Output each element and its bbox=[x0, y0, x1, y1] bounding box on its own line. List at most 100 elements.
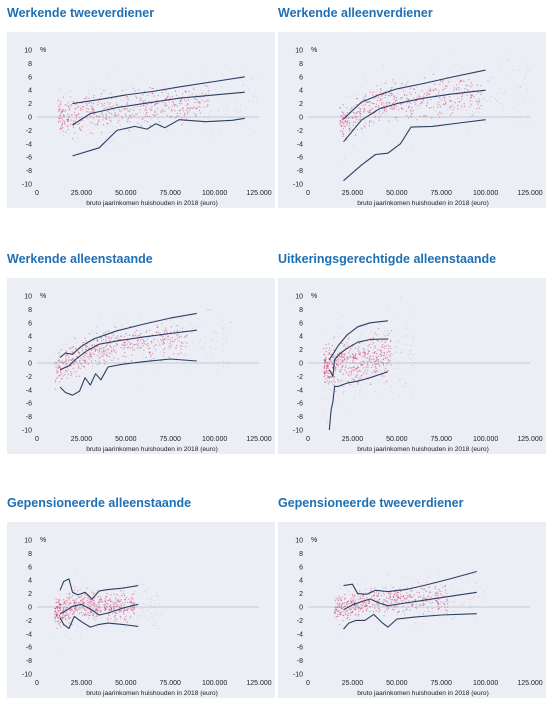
scatter-point bbox=[368, 374, 370, 376]
scatter-point bbox=[385, 380, 387, 383]
scatter-point bbox=[417, 125, 419, 127]
scatter-point bbox=[209, 137, 212, 139]
scatter-point bbox=[396, 593, 398, 595]
scatter-point bbox=[90, 102, 93, 104]
scatter-point bbox=[350, 371, 353, 374]
scatter-point bbox=[62, 110, 64, 113]
scatter-point bbox=[163, 338, 165, 341]
scatter-point bbox=[55, 615, 58, 617]
scatter-point bbox=[367, 345, 369, 347]
scatter-point bbox=[429, 90, 431, 92]
scatter-point bbox=[387, 101, 389, 103]
scatter-point bbox=[348, 371, 350, 373]
scatter-point bbox=[373, 348, 375, 350]
scatter-point bbox=[343, 356, 346, 358]
scatter-point bbox=[149, 347, 151, 349]
scatter-point bbox=[346, 609, 349, 611]
scatter-point bbox=[454, 101, 456, 104]
scatter-point bbox=[449, 108, 451, 110]
scatter-point bbox=[98, 115, 101, 117]
scatter-point bbox=[143, 590, 146, 592]
scatter-point bbox=[90, 598, 92, 601]
scatter-point bbox=[114, 113, 117, 115]
scatter-point bbox=[123, 608, 126, 610]
y-tick-label: 6 bbox=[299, 74, 303, 81]
scatter-point bbox=[113, 357, 115, 359]
scatter-point bbox=[111, 106, 113, 108]
scatter-point bbox=[68, 616, 70, 618]
scatter-point bbox=[460, 590, 462, 592]
scatter-point bbox=[125, 80, 127, 82]
scatter-point bbox=[343, 358, 346, 360]
scatter-point bbox=[352, 379, 355, 381]
scatter-point bbox=[75, 360, 77, 362]
scatter-point bbox=[353, 373, 355, 375]
scatter-point bbox=[137, 122, 139, 124]
scatter-point bbox=[423, 597, 426, 599]
scatter-point bbox=[67, 125, 69, 127]
scatter-point bbox=[205, 93, 207, 95]
scatter-point bbox=[407, 81, 409, 83]
scatter-point bbox=[378, 119, 380, 121]
scatter-point bbox=[328, 349, 330, 351]
scatter-point bbox=[144, 109, 146, 111]
scatter-point bbox=[445, 102, 447, 104]
scatter-point bbox=[391, 599, 394, 601]
scatter-point bbox=[384, 331, 386, 333]
scatter-point bbox=[84, 614, 86, 617]
scatter-point bbox=[347, 335, 350, 338]
scatter-point bbox=[123, 593, 125, 595]
scatter-point bbox=[463, 600, 465, 603]
scatter-point bbox=[72, 367, 74, 370]
scatter-point bbox=[366, 363, 369, 365]
scatter-point bbox=[63, 368, 65, 371]
scatter-point bbox=[104, 118, 107, 120]
scatter-point bbox=[59, 117, 61, 119]
scatter-point bbox=[149, 86, 151, 89]
scatter-point bbox=[96, 615, 98, 617]
scatter-point bbox=[391, 608, 393, 610]
scatter-point bbox=[376, 357, 378, 359]
scatter-point bbox=[368, 350, 371, 352]
y-tick-label: 4 bbox=[299, 334, 303, 341]
scatter-point bbox=[376, 359, 378, 361]
scatter-point bbox=[437, 608, 439, 610]
scatter-point bbox=[131, 335, 134, 337]
chart-panel-2: Werkende alleenstaande 10 8 6 4 2 0 -2 -4 -6 -8 -1… bbox=[5, 252, 277, 472]
scatter-point bbox=[78, 608, 80, 610]
scatter-point bbox=[365, 122, 367, 124]
scatter-point bbox=[69, 124, 72, 126]
scatter-point bbox=[190, 106, 192, 109]
scatter-point bbox=[226, 105, 228, 107]
scatter-point bbox=[92, 613, 95, 615]
scatter-point bbox=[325, 357, 327, 359]
x-tick-label: 50.000 bbox=[386, 436, 408, 443]
scatter-point bbox=[127, 98, 129, 100]
scatter-point bbox=[354, 601, 356, 604]
scatter-point bbox=[59, 367, 62, 369]
scatter-point bbox=[358, 373, 360, 376]
scatter-point bbox=[349, 609, 351, 611]
scatter-point bbox=[126, 609, 129, 612]
scatter-point bbox=[397, 596, 399, 598]
scatter-point bbox=[339, 613, 341, 615]
scatter-point bbox=[352, 601, 354, 603]
scatter-point bbox=[384, 107, 386, 110]
scatter-point bbox=[104, 351, 106, 353]
scatter-point bbox=[340, 356, 342, 358]
scatter-point bbox=[126, 121, 128, 123]
scatter-point bbox=[384, 366, 386, 368]
scatter-point bbox=[334, 368, 337, 370]
scatter-point bbox=[382, 346, 384, 348]
scatter-point bbox=[517, 110, 519, 112]
scatter-point bbox=[152, 357, 155, 360]
scatter-point bbox=[151, 108, 153, 111]
scatter-point bbox=[117, 149, 119, 151]
scatter-point bbox=[417, 597, 420, 599]
scatter-point bbox=[69, 616, 72, 619]
scatter-point bbox=[352, 357, 355, 359]
scatter-point bbox=[151, 106, 153, 108]
scatter-point bbox=[375, 356, 377, 358]
scatter-point bbox=[456, 84, 458, 86]
scatter-point bbox=[202, 347, 204, 349]
